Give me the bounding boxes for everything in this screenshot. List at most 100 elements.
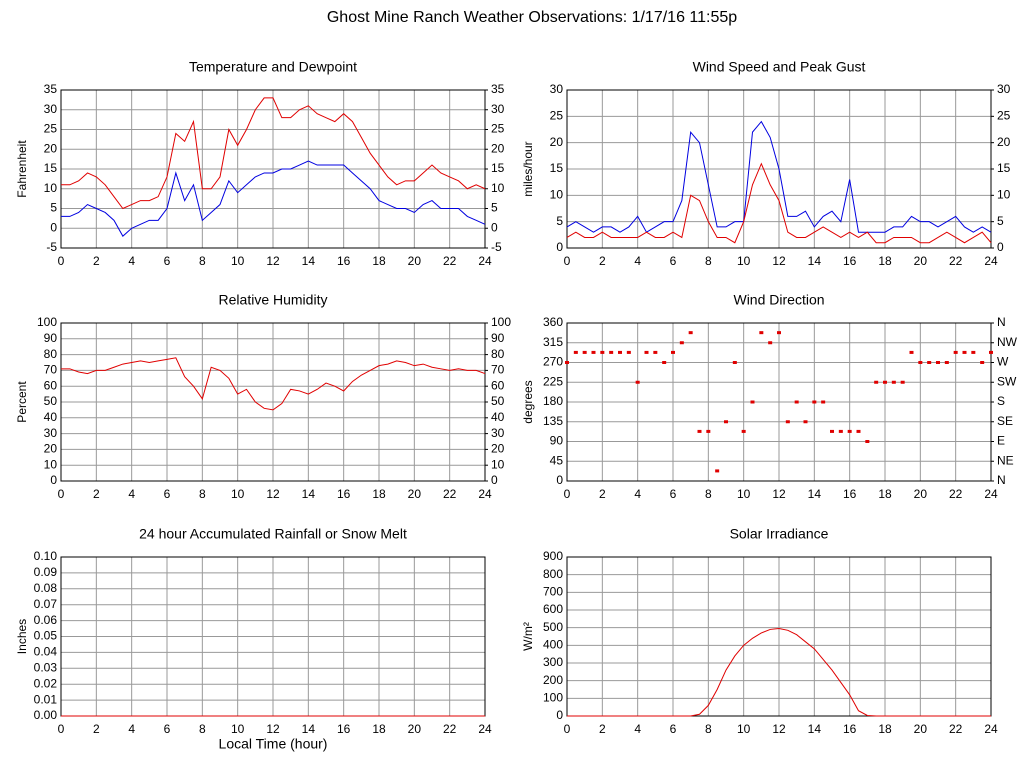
y2-tick-label: 30 xyxy=(491,426,505,440)
y2-tick-label: 30 xyxy=(491,102,505,116)
y-tick-label: 90 xyxy=(44,331,58,345)
y-tick-label: 15 xyxy=(44,161,58,175)
x-tick-label: 4 xyxy=(128,722,135,736)
y-tick-label: 10 xyxy=(550,188,564,202)
y-tick-label: 100 xyxy=(37,315,57,329)
x-tick-label: 16 xyxy=(843,722,857,736)
x-tick-label: 2 xyxy=(93,722,100,736)
data-point xyxy=(600,350,605,354)
data-point xyxy=(865,440,870,443)
data-point xyxy=(768,341,773,345)
data-point xyxy=(980,361,985,364)
y2-tick-label: 70 xyxy=(491,363,505,377)
y2-tick-label: 5 xyxy=(997,214,1004,228)
x-tick-label: 6 xyxy=(670,722,677,736)
data-point xyxy=(653,350,658,354)
y-tick-label: 45 xyxy=(550,453,564,467)
data-line xyxy=(61,97,486,210)
y-tick-label: -5 xyxy=(46,240,57,254)
x-tick-label: 10 xyxy=(231,487,245,501)
chart-title: Solar Irradiance xyxy=(730,526,829,542)
x-tick-label: 10 xyxy=(231,722,245,736)
x-tick-label: 10 xyxy=(737,722,751,736)
y-tick-label: 10 xyxy=(44,181,58,195)
y-tick-label: 0 xyxy=(556,473,563,487)
data-point xyxy=(671,350,675,354)
y2-tick-label: NE xyxy=(997,453,1014,467)
x-tick-label: 0 xyxy=(564,254,571,268)
data-point xyxy=(953,350,958,354)
x-tick-label: 8 xyxy=(199,254,206,268)
y-tick-label: 20 xyxy=(44,442,58,456)
y-tick-label: 0.03 xyxy=(34,660,58,674)
y2-tick-label: 20 xyxy=(491,141,505,155)
y-tick-label: 90 xyxy=(550,434,564,448)
x-tick-label: 0 xyxy=(58,254,65,268)
data-point xyxy=(732,361,737,364)
data-point xyxy=(803,420,808,424)
y-tick-label: 10 xyxy=(44,457,58,471)
chart-title: Temperature and Dewpoint xyxy=(189,59,357,75)
x-tick-label: 6 xyxy=(670,487,677,501)
y2-tick-label: 10 xyxy=(491,181,505,195)
y-tick-label: 15 xyxy=(550,161,564,175)
x-tick-label: 0 xyxy=(58,487,65,501)
y2-tick-label: 0 xyxy=(997,240,1004,254)
data-point xyxy=(936,361,940,364)
y2-tick-label: W xyxy=(997,355,1009,369)
data-point xyxy=(847,429,852,433)
x-tick-label: 22 xyxy=(949,722,963,736)
data-point xyxy=(794,400,799,404)
y-tick-label: 900 xyxy=(543,549,563,563)
y-tick-label: 20 xyxy=(550,135,564,149)
data-point xyxy=(989,350,993,354)
plot-frame xyxy=(60,322,486,482)
data-point xyxy=(883,380,887,384)
y-tick-label: 100 xyxy=(543,691,563,705)
y2-tick-label: 80 xyxy=(491,347,505,361)
x-tick-label: 14 xyxy=(808,487,822,501)
data-line xyxy=(567,628,991,717)
y-tick-label: 25 xyxy=(44,122,58,136)
y-tick-label: 0.02 xyxy=(34,676,58,690)
y2-tick-label: 60 xyxy=(491,378,505,392)
x-tick-label: 12 xyxy=(772,487,786,501)
y-tick-label: 600 xyxy=(543,602,563,616)
data-point xyxy=(821,400,826,404)
x-tick-label: 10 xyxy=(231,254,245,268)
y-tick-label: 40 xyxy=(44,410,58,424)
x-tick-label: 2 xyxy=(599,487,606,501)
x-tick-label: 20 xyxy=(408,254,422,268)
y-tick-label: 270 xyxy=(543,355,563,369)
x-tick-label: 12 xyxy=(772,254,786,268)
y-tick-label: 30 xyxy=(44,102,58,116)
y-tick-label: 25 xyxy=(550,109,564,123)
data-point xyxy=(715,469,720,473)
x-tick-label: 14 xyxy=(808,722,822,736)
data-point xyxy=(679,341,684,345)
data-point xyxy=(812,400,817,404)
y-tick-label: 135 xyxy=(543,414,563,428)
data-point xyxy=(662,361,667,364)
y-tick-label: 0 xyxy=(50,473,57,487)
y-tick-label: 800 xyxy=(543,567,563,581)
y2-tick-label: 50 xyxy=(491,394,505,408)
chart-panel: 24 hour Accumulated Rainfall or Snow Mel… xyxy=(15,526,492,752)
x-tick-label: 10 xyxy=(737,487,751,501)
x-tick-label: 8 xyxy=(199,487,206,501)
y-tick-label: 0.06 xyxy=(34,613,58,627)
data-point xyxy=(777,331,781,335)
data-point xyxy=(618,350,622,354)
x-tick-label: 20 xyxy=(408,487,422,501)
x-tick-label: 22 xyxy=(443,722,457,736)
x-tick-label: 4 xyxy=(128,487,135,501)
y-tick-label: 315 xyxy=(543,335,563,349)
y-tick-label: 35 xyxy=(44,82,58,96)
x-tick-label: 2 xyxy=(599,254,606,268)
y2-tick-label: 15 xyxy=(491,161,505,175)
x-tick-label: 22 xyxy=(443,487,457,501)
x-tick-label: 2 xyxy=(93,254,100,268)
chart-title: Wind Direction xyxy=(733,292,824,308)
y2-tick-label: 100 xyxy=(491,315,511,329)
